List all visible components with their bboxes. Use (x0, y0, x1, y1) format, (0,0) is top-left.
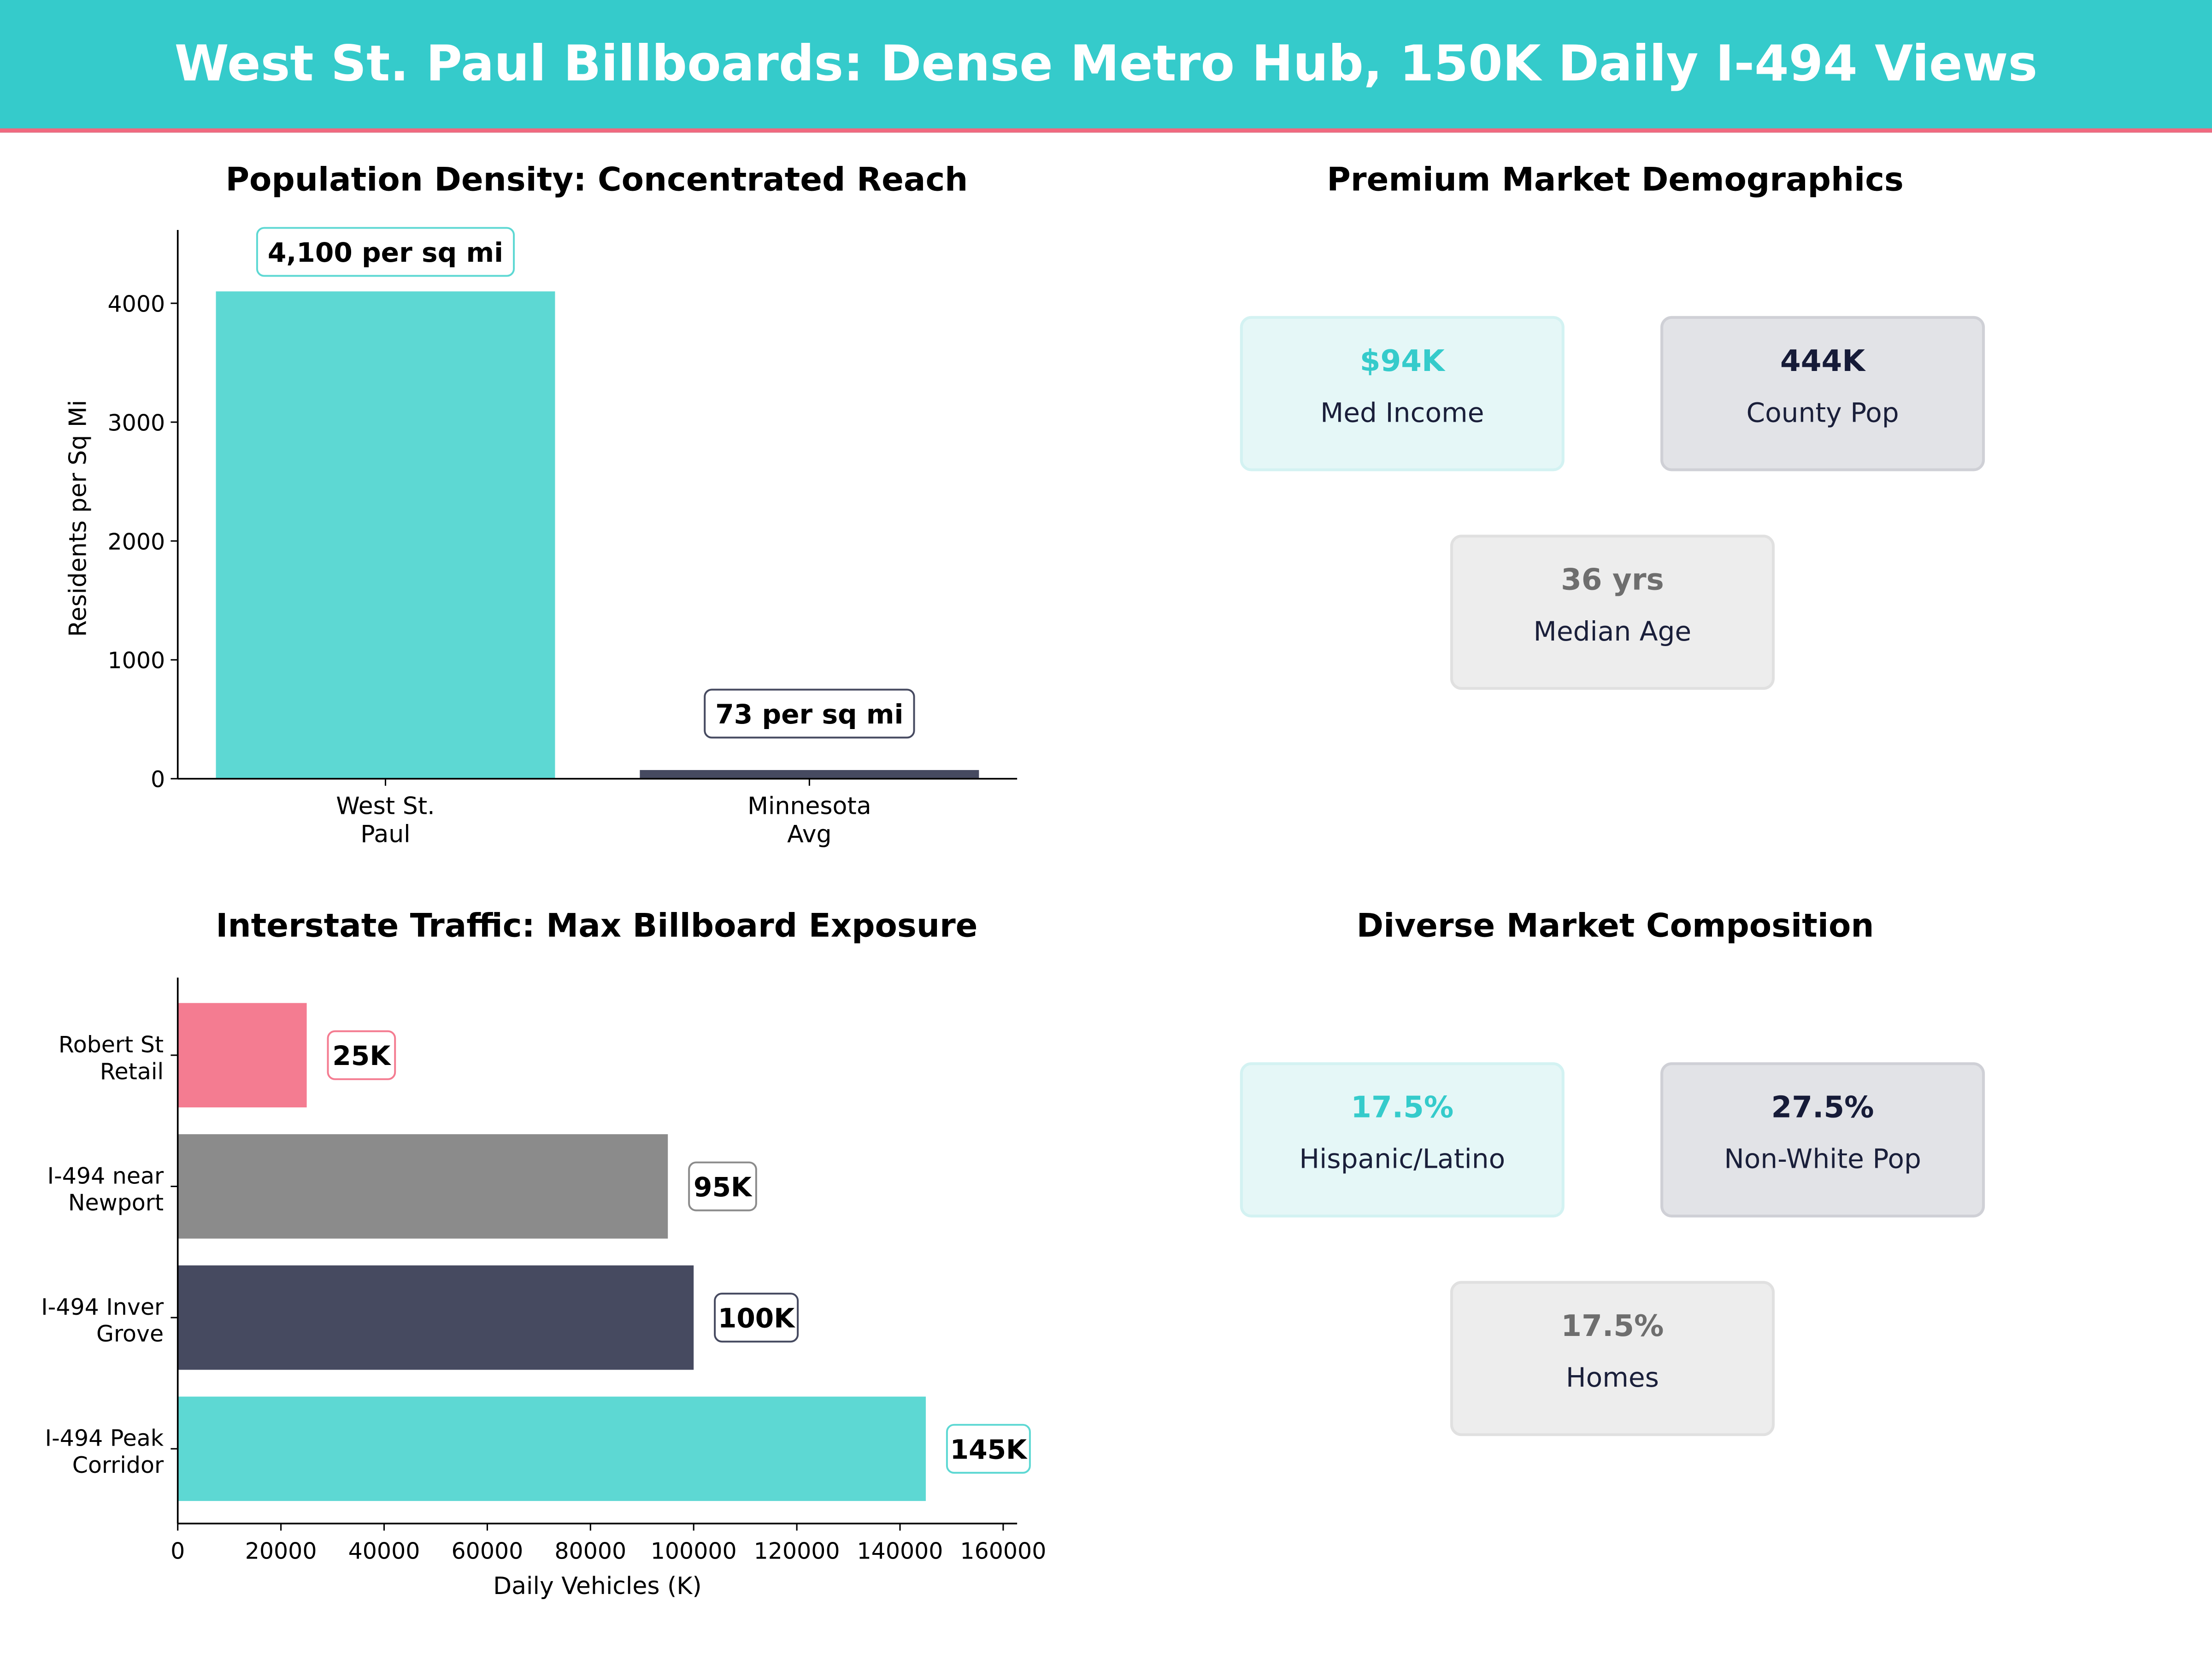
bar-1 (177, 1134, 668, 1239)
data-label: 73 per sq mi (715, 699, 903, 730)
data-label: 95K (694, 1171, 753, 1203)
data-label-box (946, 1424, 1031, 1474)
bar-1 (640, 770, 979, 779)
y-tick-label: 1000 (108, 647, 165, 674)
y-axis-label: Residents per Sq Mi (65, 400, 92, 637)
card-label: Homes (1565, 1363, 1659, 1394)
x-tick-label: 140000 (857, 1538, 943, 1565)
card-value: 27.5% (1771, 1090, 1874, 1124)
card-median-age: 36 yrs Median Age (1450, 535, 1775, 690)
card-hispanic: 17.5% Hispanic/Latino (1240, 1062, 1565, 1218)
card-value: 17.5% (1561, 1309, 1664, 1343)
traffic-chart-title: Interstate Traffic: Max Billboard Exposu… (216, 908, 978, 946)
y-tick-label: Robert St Retail (59, 1032, 164, 1085)
y-tick-label: 0 (151, 766, 165, 793)
data-label-box (256, 227, 515, 277)
data-label-box (688, 1161, 757, 1212)
card-label: Non-White Pop (1724, 1144, 1921, 1175)
card-county-pop: 444K County Pop (1660, 316, 1985, 471)
page-title: West St. Paul Billboards: Dense Metro Hu… (174, 36, 2038, 93)
x-tick-label: West St. Paul (336, 792, 435, 848)
x-tick-label: 160000 (960, 1538, 1046, 1565)
card-label: Median Age (1533, 616, 1692, 648)
y-tick-label: I-494 near Newport (47, 1163, 164, 1216)
data-label: 25K (332, 1040, 391, 1071)
density-chart-title: Population Density: Concentrated Reach (225, 162, 968, 199)
card-med-income: $94K Med Income (1240, 316, 1565, 471)
x-tick-label: 20000 (245, 1538, 317, 1565)
bar-3 (177, 1396, 926, 1501)
y-tick-label: 2000 (108, 529, 165, 555)
card-non-white: 27.5% Non-White Pop (1660, 1062, 1985, 1218)
data-label: 145K (950, 1434, 1028, 1465)
x-tick-label: 40000 (348, 1538, 420, 1565)
x-tick-label: 120000 (754, 1538, 840, 1565)
x-axis-label: Daily Vehicles (K) (493, 1572, 702, 1600)
composition-title: Diverse Market Composition (1356, 908, 1874, 946)
card-homes: 17.5% Homes (1450, 1281, 1775, 1436)
data-label-box (327, 1030, 396, 1080)
data-label: 100K (718, 1303, 795, 1334)
card-value: 444K (1780, 344, 1865, 378)
x-tick-label: Minnesota Avg (747, 792, 871, 848)
x-tick-label: 100000 (651, 1538, 737, 1565)
card-value: 17.5% (1351, 1090, 1454, 1124)
header-banner: West St. Paul Billboards: Dense Metro Hu… (0, 0, 2212, 133)
data-label-box (704, 688, 915, 739)
card-label: County Pop (1746, 398, 1899, 429)
x-tick-label: 80000 (554, 1538, 626, 1565)
y-tick-label: I-494 Inver Grove (41, 1294, 164, 1347)
bar-0 (216, 291, 555, 779)
data-label: 4,100 per sq mi (268, 237, 503, 268)
x-tick-label: 60000 (452, 1538, 524, 1565)
y-tick-label: 4000 (108, 291, 165, 317)
bar-0 (177, 1003, 307, 1108)
demographics-title: Premium Market Demographics (1327, 162, 1904, 199)
card-label: Med Income (1320, 398, 1484, 429)
bar-2 (177, 1265, 694, 1370)
y-tick-label: I-494 Peak Corridor (45, 1425, 164, 1478)
data-label-box (714, 1293, 799, 1343)
y-tick-label: 3000 (108, 410, 165, 436)
x-tick-label: 0 (171, 1538, 185, 1565)
card-label: Hispanic/Latino (1299, 1144, 1506, 1175)
traffic-chart: 25K Robert St Retail 95K I-494 near Newport 10… (41, 977, 1046, 1600)
card-value: 36 yrs (1561, 563, 1664, 597)
density-chart: 4,100 per sq mi West St. Paul 73 per sq mi M… (65, 227, 1018, 848)
card-value: $94K (1359, 344, 1445, 378)
